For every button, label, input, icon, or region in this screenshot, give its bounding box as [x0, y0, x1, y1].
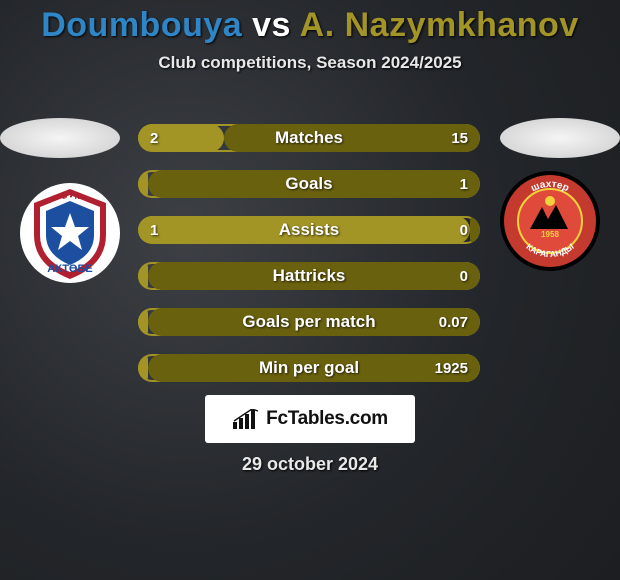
player1-photo-placeholder: [0, 118, 120, 158]
watermark-text: FcTables.com: [266, 408, 388, 430]
club-left-text: АКТӨБЕ: [47, 263, 92, 275]
stat-row: Assists1 0: [138, 216, 480, 244]
stat-value-left: [138, 170, 162, 198]
stat-value-right: 0.07: [427, 308, 480, 336]
stat-value-right: 0: [448, 262, 480, 290]
stat-value-right: 1925: [423, 354, 480, 382]
player2-photo-placeholder: [500, 118, 620, 158]
stat-value-left: [138, 308, 162, 336]
subtitle: Club competitions, Season 2024/2025: [0, 53, 620, 73]
vs-text: vs: [252, 6, 291, 44]
stat-bars: Matches215Goals1Assists10Hattricks0Goals…: [138, 124, 480, 400]
club-badge-right: шахтер КАРАГАНДЫ 1958: [500, 171, 600, 271]
stat-label: Matches: [138, 124, 480, 152]
stat-row: Matches2 15: [138, 124, 480, 152]
stat-label: Assists: [138, 216, 480, 244]
stat-label: Hattricks: [138, 262, 480, 290]
player2-name: A. Nazymkhanov: [300, 6, 579, 44]
date: 29 october 2024: [0, 454, 620, 475]
stat-row: Min per goal1925: [138, 354, 480, 382]
stat-value-left: [138, 354, 162, 382]
stat-row: Hattricks0: [138, 262, 480, 290]
svg-text:1958: 1958: [541, 230, 559, 239]
page-title: Doumbouya vs A. Nazymkhanov: [0, 0, 620, 45]
stat-row: Goals per match0.07: [138, 308, 480, 336]
stat-row: Goals1: [138, 170, 480, 198]
stat-value-left: 2: [138, 124, 170, 152]
stat-value-right: 0: [448, 216, 480, 244]
svg-text:Ф • К: Ф • К: [61, 192, 80, 201]
infographic: Doumbouya vs A. Nazymkhanov Club competi…: [0, 0, 620, 580]
stat-value-right: 15: [439, 124, 480, 152]
stat-label: Goals: [138, 170, 480, 198]
club-badge-left: АКТӨБЕ Ф • К: [20, 183, 120, 283]
stat-value-right: 1: [448, 170, 480, 198]
player1-name: Doumbouya: [41, 6, 242, 44]
stat-value-left: [138, 262, 162, 290]
stat-value-left: 1: [138, 216, 170, 244]
fctables-icon: [232, 409, 260, 429]
watermark: FcTables.com: [205, 395, 415, 443]
